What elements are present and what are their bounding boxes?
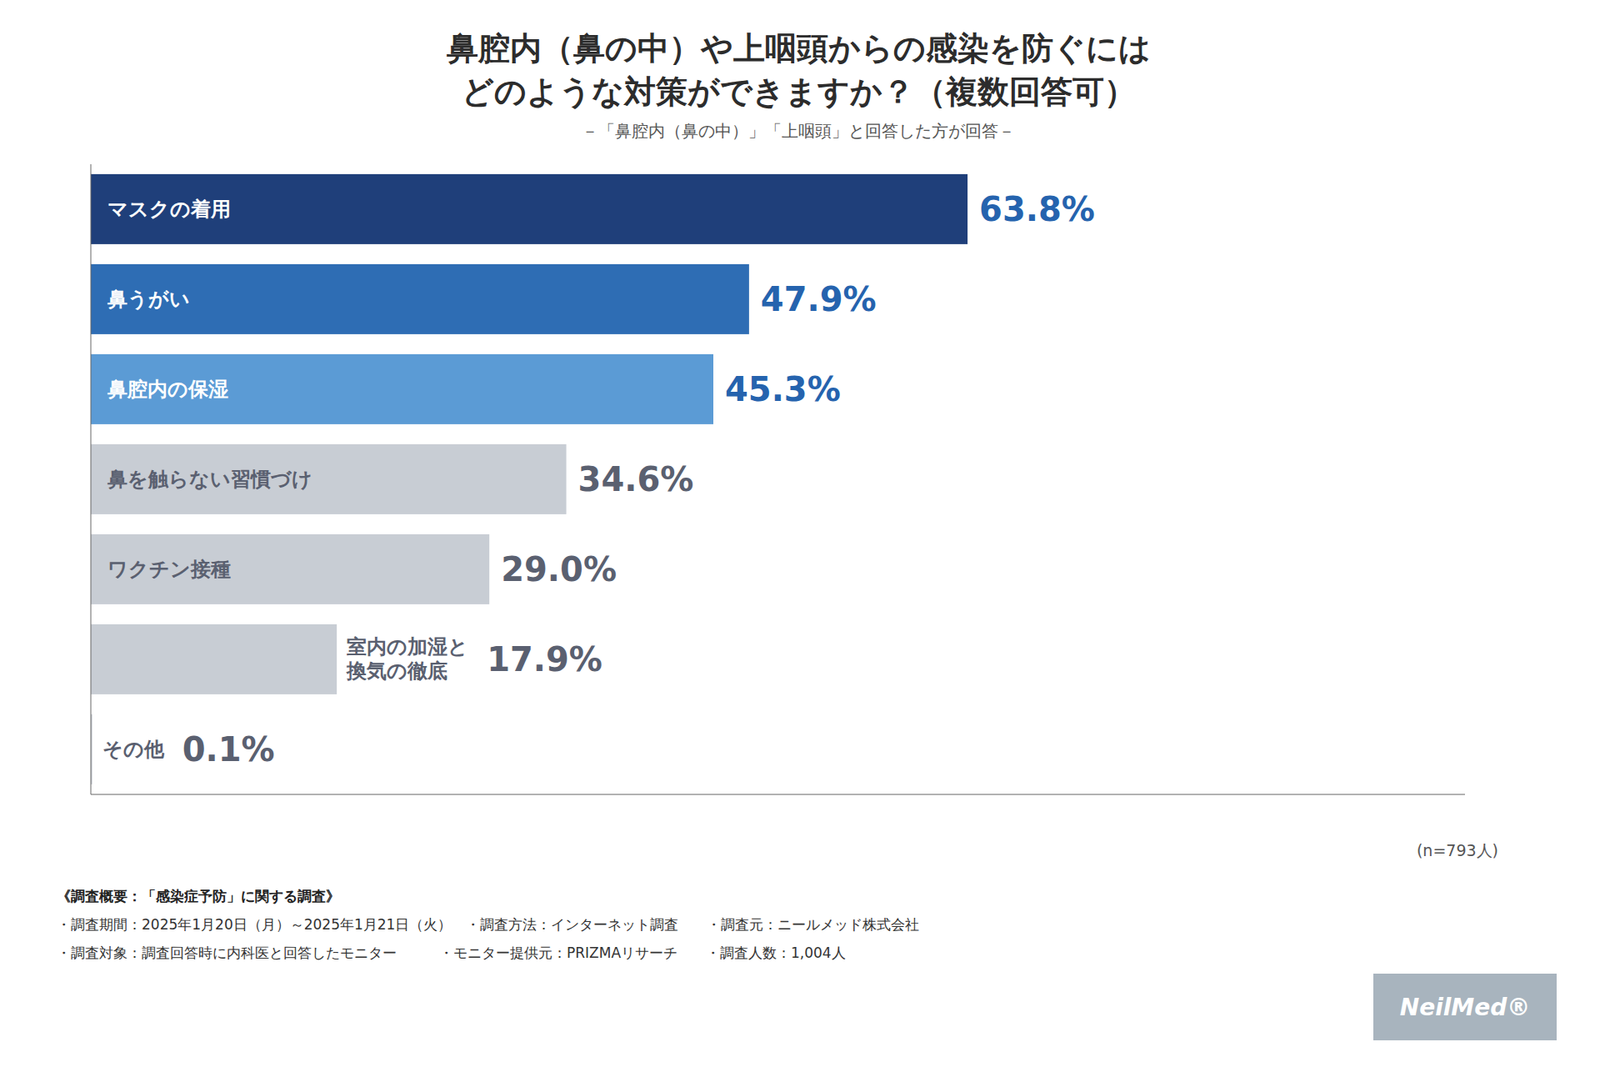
svg-text:45.3%: 45.3%	[725, 370, 841, 409]
html-text:NeilMed®: NeilMed®	[1399, 992, 1531, 1021]
svg-text:34.6%: 34.6%	[578, 460, 695, 499]
html-text:《調査概要：「感染症予防」に関する調査》: 《調査概要：「感染症予防」に関する調査》	[56, 887, 340, 905]
svg-text:室内の加湿と換気の徹底: 室内の加湿と換気の徹底	[345, 635, 469, 683]
svg-text:47.9%: 47.9%	[760, 280, 877, 319]
svg-text:マスクの着用: マスクの着用	[107, 197, 231, 221]
svg-text:その他: その他	[102, 737, 165, 761]
html-text:・調査期間：2025年1月20日（月）～2025年1月21日: ・調査期間：2025年1月20日（月）～2025年1月21日（火） ・調査方法：…	[56, 915, 920, 933]
svg-text:29.0%: 29.0%	[500, 550, 617, 589]
svg-text:鼻を触らない習慣づけ: 鼻を触らない習慣づけ	[106, 467, 313, 491]
svg-text:63.8%: 63.8%	[979, 190, 1095, 229]
html-text:どのような対策ができますか？（複数回答可）: どのような対策ができますか？（複数回答可）	[461, 73, 1136, 110]
html-text:・調査対象：調査回答時に内科医と回答したモニター ・モニター: ・調査対象：調査回答時に内科医と回答したモニター ・モニター提供元：PRIZMA…	[56, 944, 846, 961]
svg-text:鼻うがい: 鼻うがい	[106, 287, 190, 311]
svg-text:鼻腔内の保湿: 鼻腔内の保湿	[106, 377, 229, 401]
html-text:鼻腔内（鼻の中）や上咽頭からの感染を防ぐには: 鼻腔内（鼻の中）や上咽頭からの感染を防ぐには	[446, 30, 1151, 67]
svg-text:17.9%: 17.9%	[486, 640, 603, 679]
html-text:(n=793人): (n=793人)	[1416, 840, 1499, 860]
svg-text:0.1%: 0.1%	[182, 730, 275, 769]
svg-text:ワクチン接種: ワクチン接種	[107, 557, 231, 581]
html-text:－「鼻腔内（鼻の中）」「上咽頭」と回答した方が回答－: －「鼻腔内（鼻の中）」「上咽頭」と回答した方が回答－	[581, 120, 1015, 141]
